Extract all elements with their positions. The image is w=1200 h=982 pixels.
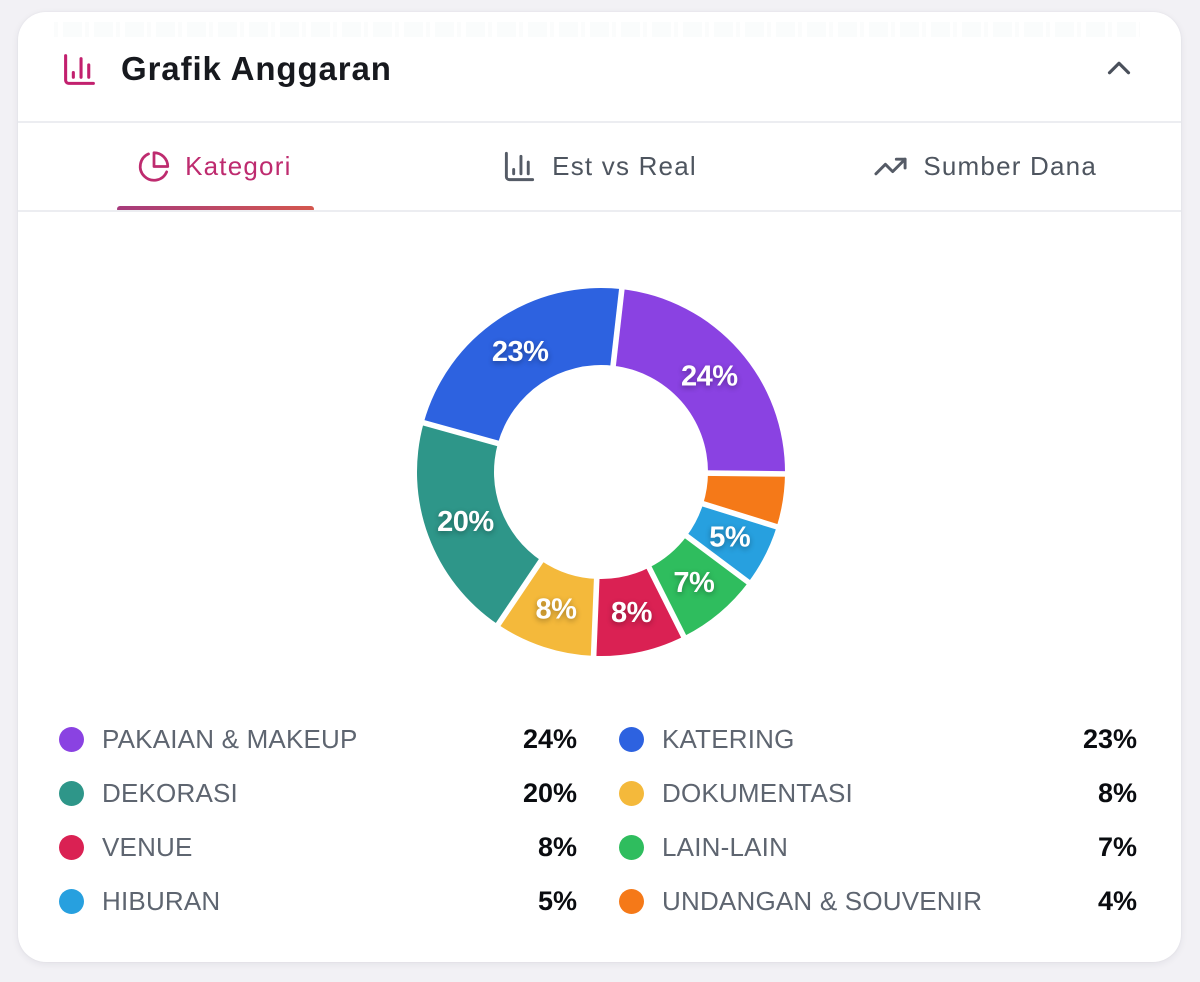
svg-text:7%: 7% xyxy=(673,567,715,599)
svg-text:24%: 24% xyxy=(681,360,738,392)
svg-text:23%: 23% xyxy=(492,336,549,368)
svg-text:8%: 8% xyxy=(611,597,653,629)
svg-text:20%: 20% xyxy=(437,506,494,538)
svg-text:5%: 5% xyxy=(709,522,751,554)
svg-text:8%: 8% xyxy=(536,593,578,625)
